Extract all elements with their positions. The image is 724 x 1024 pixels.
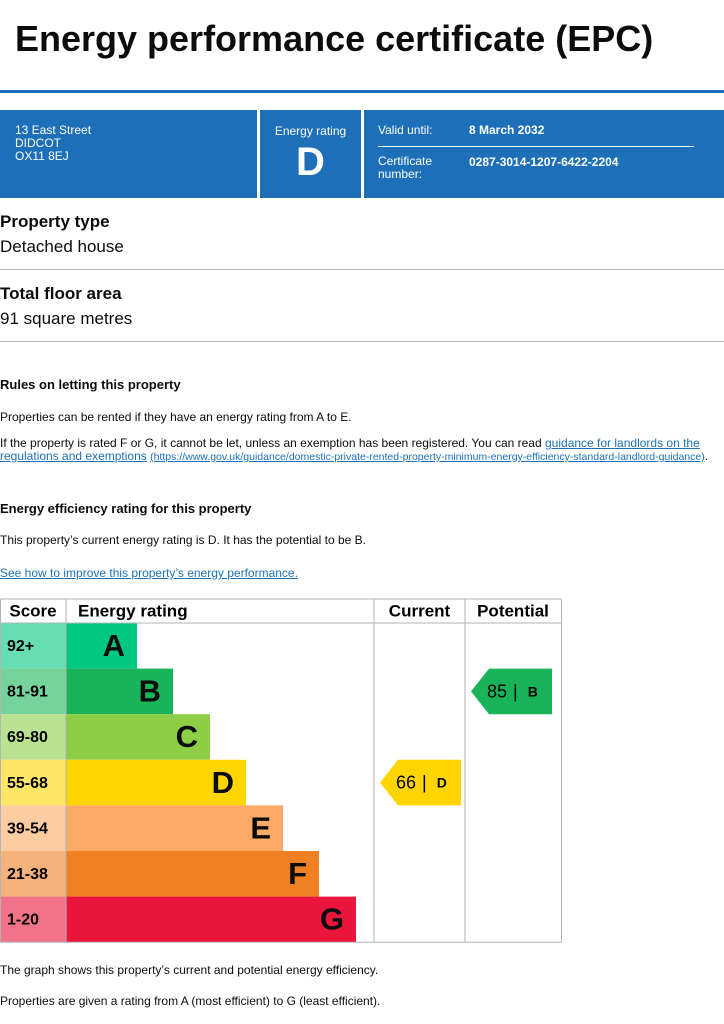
rating-chart: Score Energy rating Current Potential 92+ A 81… (0, 598, 562, 943)
divider (0, 341, 724, 342)
score-cell (0, 668, 66, 715)
rating-bar (66, 896, 356, 943)
text: If the property is rated F or G, it cann… (0, 436, 545, 450)
column-header: Energy rating (78, 601, 188, 620)
section-label: Property type (0, 212, 110, 231)
score-cell (0, 805, 66, 851)
valid-date: 8 March 2032 (469, 123, 545, 137)
rating-label: Energy rating (274, 124, 347, 138)
score-cell (0, 896, 66, 943)
certificate-number: 0287-3014-1207-6422-2204 (469, 155, 619, 169)
rating-bar (66, 668, 173, 715)
rating-letter: B (139, 674, 161, 709)
section-value: 91 square metres (0, 309, 133, 328)
footer-text: The graph shows this property’s current … (0, 963, 379, 977)
current-letter: D (437, 774, 447, 790)
score-cell (0, 759, 66, 806)
divider (378, 146, 694, 147)
certificate-label: Certificate number: (378, 154, 433, 181)
score-label: 92+ (7, 638, 34, 655)
rating-bar (66, 851, 319, 897)
valid-label: Valid until: (378, 123, 433, 137)
section-value: Detached house (0, 237, 124, 256)
current-score: 66 (396, 772, 416, 792)
address-panel (0, 110, 257, 198)
divider (0, 269, 724, 270)
score-label: 39-54 (7, 820, 48, 837)
paragraph: Properties can be rented if they have an… (0, 410, 352, 424)
link[interactable]: See how to improve this property’s energ… (0, 566, 298, 580)
potential-letter: B (528, 683, 538, 699)
rating-letter: F (288, 856, 307, 891)
rating-letter: C (176, 719, 198, 754)
score-label: 1-20 (7, 912, 39, 929)
rating-bar (66, 623, 137, 669)
rating-letter: E (250, 810, 271, 845)
rating-letter: A (103, 628, 125, 663)
score-cell (0, 623, 66, 669)
address-line: DIDCOT (15, 136, 61, 150)
score-cell (0, 714, 66, 760)
score-cell (0, 851, 66, 897)
potential-score: 85 (487, 681, 507, 701)
rating-letter: D (212, 765, 234, 800)
link-url[interactable]: (https://www.gov.uk/guidance/domestic-pr… (150, 451, 705, 463)
current-arrow (380, 759, 461, 806)
potential-label: 85 | B (487, 681, 538, 701)
separator: | (513, 681, 518, 701)
score-label: 55-68 (7, 775, 48, 792)
rating-bar (66, 714, 210, 760)
heading: Rules on letting this property (0, 377, 181, 392)
address-line: OX11 8EJ (15, 149, 69, 163)
rating-panel (260, 110, 361, 198)
page-title: Energy performance certificate (EPC) (15, 18, 654, 59)
current-label: 66 | D (396, 772, 447, 792)
text: . (704, 449, 709, 463)
rating-bar (66, 805, 283, 851)
score-label: 69-80 (7, 729, 48, 746)
potential-arrow (471, 668, 552, 715)
separator: | (422, 772, 427, 792)
title-rule (0, 90, 724, 93)
address-line: 13 East Street (15, 123, 92, 137)
score-label: 81-91 (7, 684, 48, 701)
paragraph: This property’s current energy rating is… (0, 533, 366, 547)
section-label: Total floor area (0, 284, 122, 303)
rating-letter: G (320, 902, 344, 937)
rating-bar (66, 759, 246, 806)
heading: Energy efficiency rating for this proper… (0, 501, 252, 516)
paragraph: If the property is rated F or G, it cann… (0, 437, 724, 464)
column-header: Score (9, 601, 56, 620)
footer-text: Properties are given a rating from A (mo… (0, 994, 381, 1008)
rating-letter: D (296, 140, 325, 184)
column-header: Current (389, 601, 451, 620)
column-header: Potential (477, 601, 549, 620)
score-label: 21-38 (7, 866, 48, 883)
link[interactable]: guidance for landlords on the regulation… (0, 436, 700, 463)
validity-panel (364, 110, 724, 198)
